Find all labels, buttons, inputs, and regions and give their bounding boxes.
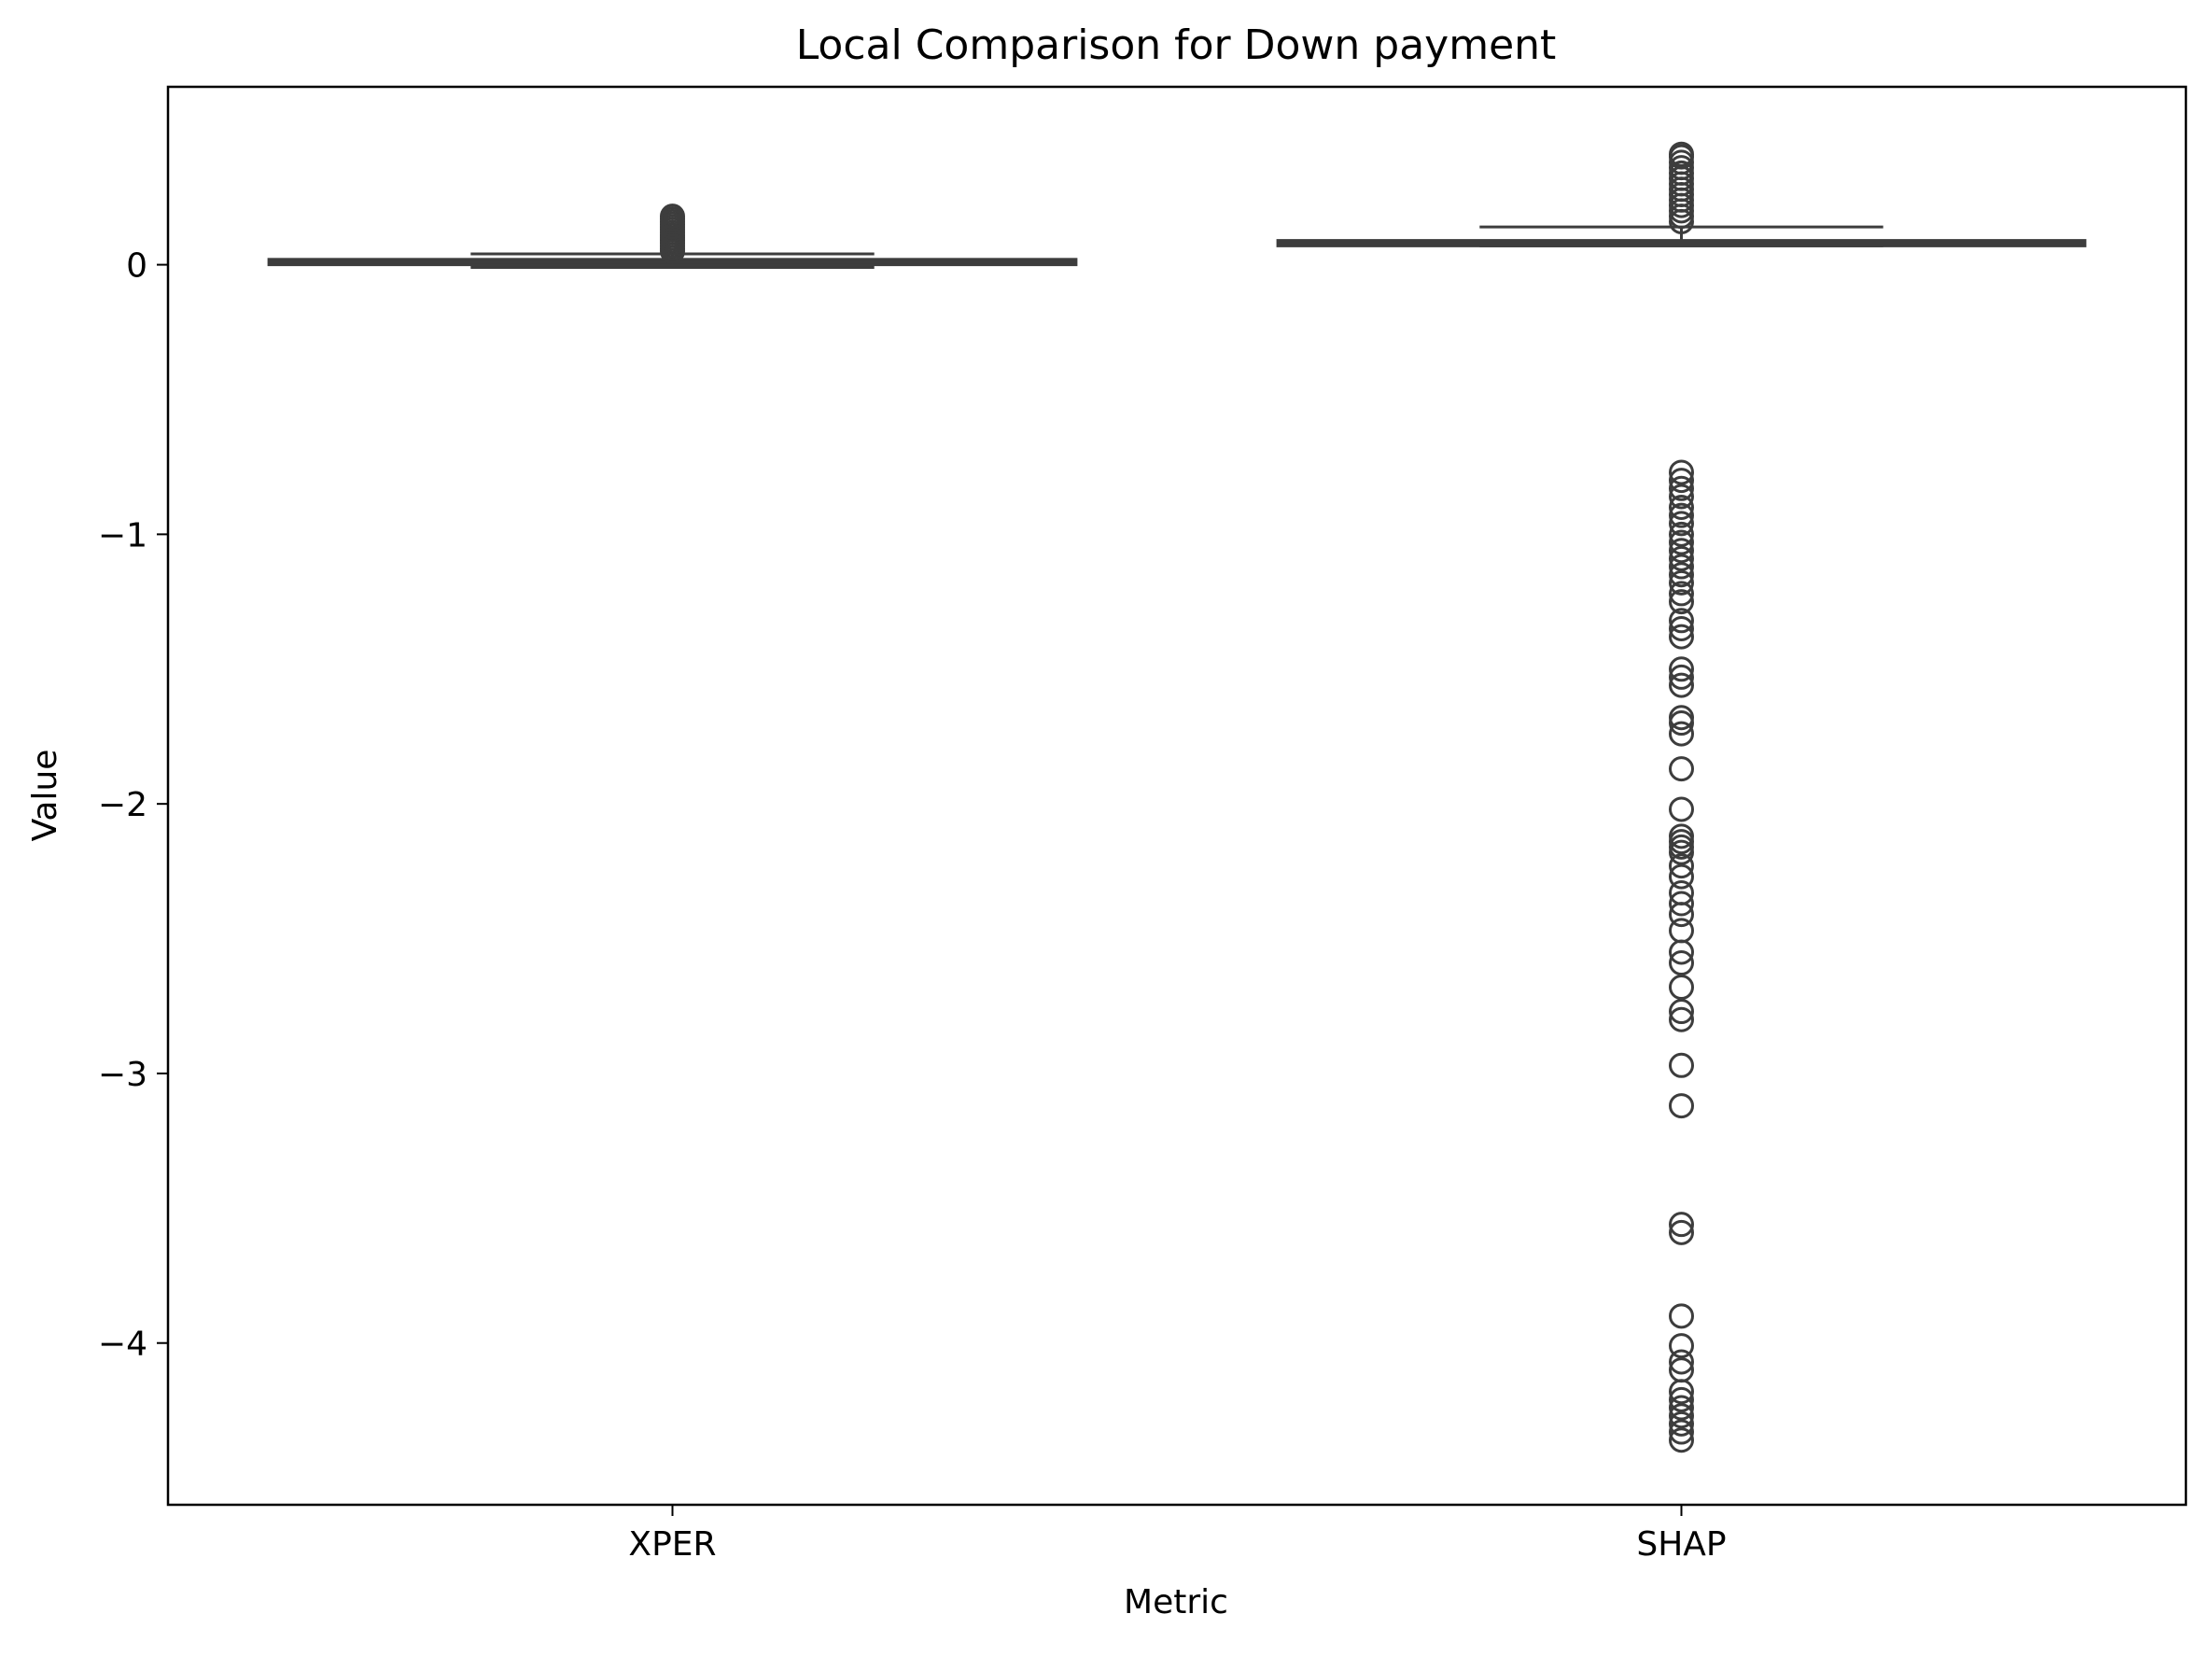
outlier-point — [1669, 1410, 1694, 1437]
x-axis: XPER SHAP — [628, 1505, 1727, 1564]
outlier-point — [1669, 672, 1694, 698]
outlier-point — [1669, 208, 1694, 234]
box-shap — [1276, 141, 2087, 1453]
y-tick-label: −1 — [98, 516, 147, 554]
outlier-point — [1669, 521, 1694, 547]
outlier-point — [1669, 545, 1694, 571]
outlier-point — [1669, 1333, 1694, 1359]
y-tick-label: −3 — [98, 1056, 147, 1094]
outlier-point — [660, 203, 685, 230]
outlier-point — [1669, 554, 1694, 580]
outlier-point — [1669, 615, 1694, 641]
outlier-point — [1669, 608, 1694, 634]
y-axis: 0 −1 −2 −3 −4 — [98, 247, 168, 1364]
outlier-point — [1669, 839, 1694, 865]
outlier-point — [1669, 562, 1694, 588]
outlier-point — [1669, 538, 1694, 564]
outlier-point — [1669, 529, 1694, 555]
y-tick-label: −2 — [98, 786, 147, 824]
outlier-point — [1669, 656, 1694, 682]
outlier-point — [1669, 1427, 1694, 1453]
outlier-point — [1669, 721, 1694, 747]
outlier-point — [1669, 975, 1694, 1001]
outlier-point — [1669, 853, 1694, 879]
x-axis-label: Metric — [1124, 1583, 1228, 1621]
outlier-point — [1669, 484, 1694, 510]
y-tick-label: 0 — [126, 247, 147, 286]
outlier-point — [1669, 624, 1694, 650]
outlier-point — [1669, 1386, 1694, 1412]
plot-area — [267, 141, 2087, 1453]
outlier-point — [1669, 664, 1694, 690]
outlier-point — [1669, 756, 1694, 782]
x-tick-label: SHAP — [1636, 1525, 1726, 1564]
outlier-point — [1669, 939, 1694, 965]
outlier-point — [1669, 1052, 1694, 1078]
outlier-point — [1669, 891, 1694, 917]
outlier-point — [1669, 1403, 1694, 1429]
outlier-point — [1669, 459, 1694, 485]
x-tick-label: XPER — [628, 1525, 716, 1564]
outlier-point — [1669, 1006, 1694, 1032]
outlier-point — [1669, 1419, 1694, 1445]
outlier-point — [1669, 950, 1694, 976]
y-tick-label: −4 — [98, 1326, 147, 1364]
outlier-point — [1669, 902, 1694, 928]
outlier-point — [1669, 1349, 1694, 1375]
chart-title: Local Comparison for Down payment — [796, 21, 1557, 69]
outlier-point — [1669, 918, 1694, 944]
outlier-point — [1669, 468, 1694, 494]
outlier-point — [1669, 1093, 1694, 1119]
outlier-point — [1669, 502, 1694, 528]
outlier-point — [1669, 475, 1694, 501]
box-xper — [267, 203, 1078, 269]
outlier-point — [1669, 796, 1694, 822]
outlier-point — [1669, 999, 1694, 1025]
outlier-point — [1669, 1395, 1694, 1421]
outlier-point — [1669, 1212, 1694, 1238]
outlier-point — [1669, 511, 1694, 537]
plot-frame — [166, 85, 2188, 1507]
outlier-point — [1669, 1219, 1694, 1245]
y-axis-label: Value — [26, 750, 64, 842]
outlier-point — [1669, 495, 1694, 521]
outlier-point — [1669, 589, 1694, 615]
outlier-point — [1669, 710, 1694, 737]
outlier-point — [1669, 581, 1694, 607]
outlier-point — [1669, 863, 1694, 890]
outlier-point — [1669, 1379, 1694, 1405]
outlier-point — [1669, 569, 1694, 596]
outlier-point — [1669, 1303, 1694, 1329]
